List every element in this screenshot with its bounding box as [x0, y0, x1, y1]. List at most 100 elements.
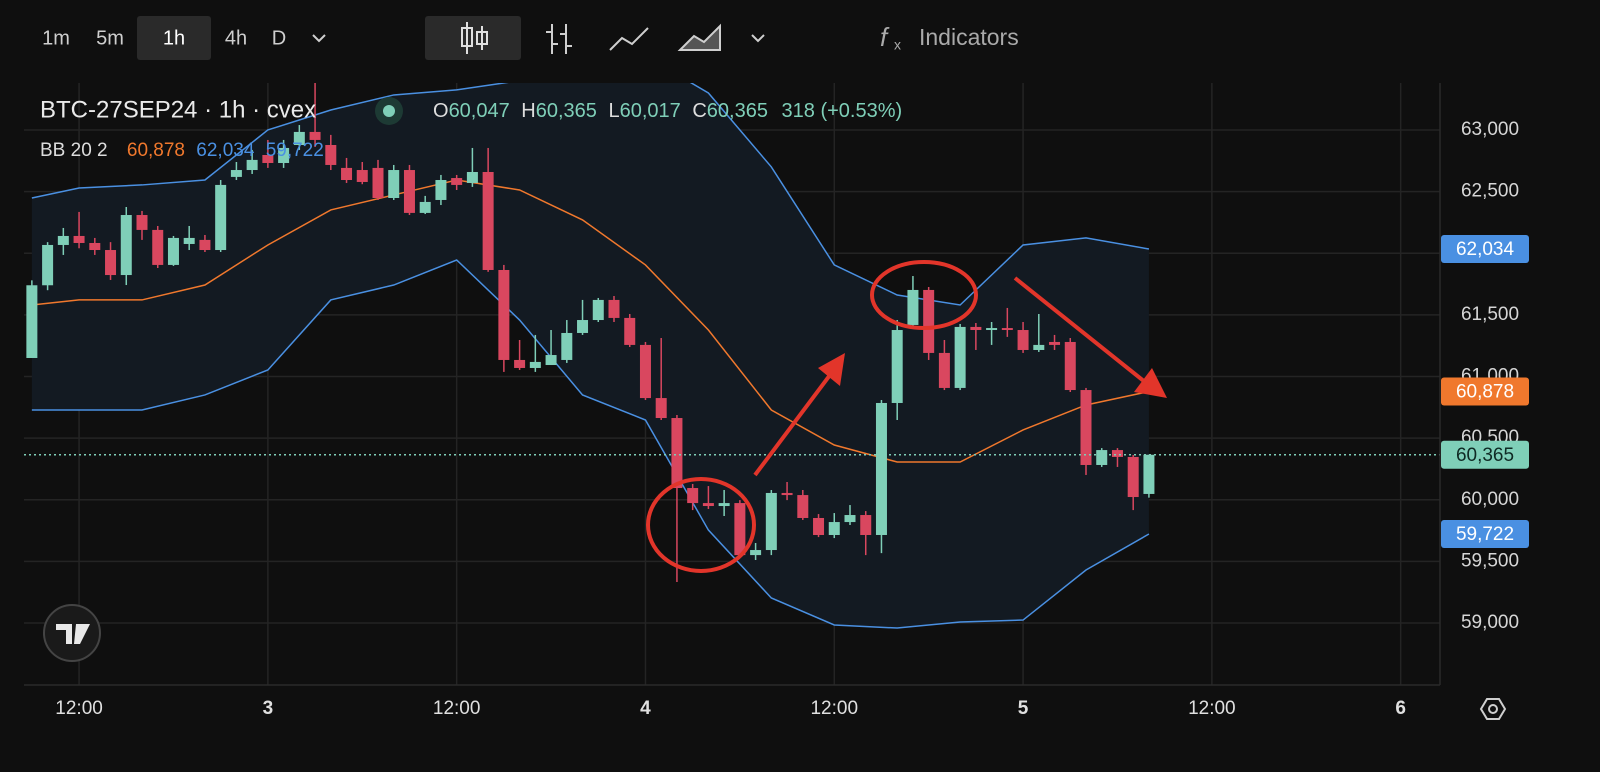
- ohlc-key: H: [521, 100, 535, 122]
- candle-body: [687, 488, 699, 504]
- candle-body: [152, 229, 164, 265]
- candle-body: [938, 352, 950, 388]
- candle-body: [1017, 330, 1029, 350]
- candle-body: [561, 332, 573, 360]
- candle-body: [1111, 450, 1123, 457]
- indicator-legend: BB 20 2 60,878 62,034 59,722: [40, 140, 324, 161]
- overlay-price-tag-bg: [1441, 235, 1529, 264]
- candle-body: [26, 285, 38, 358]
- bars-icon[interactable]: [546, 24, 572, 54]
- candle-body: [89, 242, 101, 251]
- axes: 59,00059,50060,00060,50061,00061,50062,0…: [24, 83, 1529, 719]
- candle-body: [718, 503, 730, 507]
- overlay-price-tag-bg: [1441, 377, 1529, 406]
- interval-button[interactable]: 4h: [225, 27, 247, 49]
- y-tick-label: 61,500: [1461, 304, 1519, 325]
- y-tick-label: 62,500: [1461, 181, 1519, 202]
- interval-button[interactable]: 1h: [163, 27, 185, 49]
- candle-body: [498, 269, 510, 360]
- candle-body: [451, 178, 463, 185]
- candle-body: [1064, 341, 1076, 391]
- interval-button[interactable]: 5m: [96, 27, 124, 49]
- x-tick-label: 5: [1018, 698, 1029, 719]
- candle-body: [1033, 344, 1045, 350]
- bb-lower: 59,722: [266, 140, 324, 161]
- bollinger-line: [31, 259, 1150, 629]
- candle-body: [42, 244, 54, 286]
- candle-body: [608, 299, 620, 318]
- change: 318 (+0.53%): [782, 100, 903, 122]
- candle-body: [750, 550, 762, 556]
- chart-type-dropdown[interactable]: [751, 34, 765, 43]
- ohlc-value: 60,365: [707, 100, 768, 122]
- candle-body: [797, 495, 809, 518]
- y-tick-label: 59,500: [1461, 550, 1519, 571]
- candle-body: [860, 515, 872, 535]
- indicators-icon[interactable]: f: [880, 22, 890, 52]
- candle-body: [482, 171, 494, 270]
- candle-body: [230, 170, 242, 177]
- candle-body: [57, 235, 69, 245]
- x-tick-label: 3: [263, 698, 274, 719]
- bb-upper: 62,034: [196, 140, 255, 161]
- ohlc-value: 60,365: [536, 100, 597, 122]
- candle-body: [215, 184, 227, 251]
- candle-body: [702, 503, 714, 507]
- candle-body: [529, 361, 541, 368]
- overlay-price-tag-bg: [1441, 520, 1529, 549]
- candle-body: [372, 167, 384, 199]
- interval-button[interactable]: 1m: [42, 27, 70, 49]
- candle-body: [341, 167, 353, 181]
- candle-body: [970, 326, 982, 331]
- candle-body: [1049, 341, 1061, 345]
- candles-icon[interactable]: [461, 22, 488, 54]
- candle-body: [514, 359, 526, 368]
- candle-body: [986, 328, 998, 331]
- candle-body: [577, 320, 589, 333]
- symbol-title: BTC-27SEP24 · 1h · cvex: [40, 96, 316, 123]
- indicator-name[interactable]: BB 20 2: [40, 140, 108, 161]
- plot-area: [24, 83, 1440, 685]
- x-tick-label: 12:00: [55, 698, 103, 719]
- interval-button[interactable]: D: [272, 27, 286, 49]
- ohlc-key: L: [608, 100, 619, 122]
- area-icon[interactable]: [677, 23, 721, 51]
- overlay-price-tag: 62,034: [1456, 239, 1515, 260]
- candle-body: [1080, 390, 1092, 465]
- ohlc-legend: O60,047 H60,365 L60,017 C60,365 318 (+0.…: [433, 100, 902, 122]
- x-tick-label: 4: [640, 698, 651, 719]
- candle-body: [136, 215, 148, 230]
- band-fill: [31, 83, 1149, 629]
- ohlc-value: 60,017: [620, 100, 681, 122]
- candle-body: [813, 517, 825, 535]
- candle-body: [262, 154, 274, 163]
- last-price-tag: 60,365: [1456, 445, 1514, 466]
- annotations: [646, 260, 1147, 573]
- candle-body: [592, 299, 604, 321]
- line-icon[interactable]: [609, 27, 649, 51]
- candle-body: [734, 503, 746, 556]
- candle-body: [844, 515, 856, 523]
- candle-body: [624, 317, 636, 345]
- candle-body: [356, 170, 368, 182]
- interval-dropdown[interactable]: [312, 34, 326, 43]
- settings-button[interactable]: [1479, 698, 1507, 720]
- candle-body: [183, 237, 195, 244]
- candle-body: [907, 289, 919, 325]
- x-tick-label: 12:00: [1188, 698, 1236, 719]
- candle-body: [293, 131, 305, 145]
- indicators-button[interactable]: Indicators: [919, 24, 1019, 50]
- ohlc-key: O: [433, 100, 449, 122]
- indicators-icon-x: x: [894, 37, 901, 53]
- candle-body: [781, 492, 793, 496]
- interval-selected-bg: [137, 16, 211, 60]
- candle-body: [891, 330, 903, 403]
- candle-body: [671, 418, 683, 489]
- candle-body: [435, 180, 447, 200]
- candle-body: [923, 289, 935, 353]
- candle-body: [120, 215, 132, 276]
- logo-mark: [56, 624, 90, 644]
- candle-body: [828, 522, 840, 535]
- candle-body: [655, 398, 667, 419]
- candle-body: [765, 492, 777, 551]
